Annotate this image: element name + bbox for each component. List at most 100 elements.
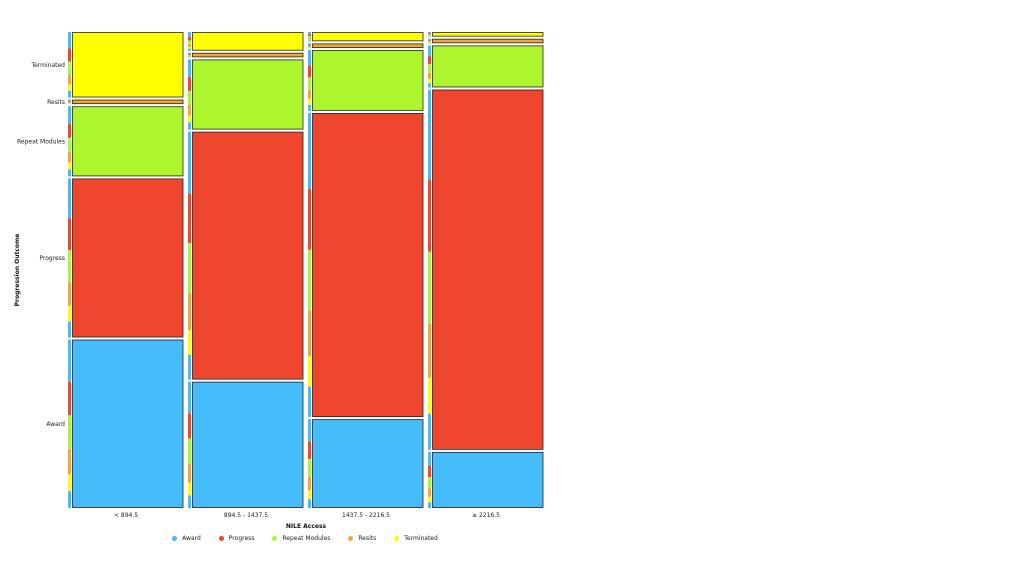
strip-repeat-modules-1-4: [188, 115, 191, 123]
legend-item-terminated[interactable]: Terminated: [394, 535, 438, 542]
strip-terminated-2-1: [308, 34, 311, 37]
tile-terminated-3: [432, 32, 544, 37]
tile-progress-3: [432, 89, 544, 450]
strip-progress-1-0: [188, 131, 191, 194]
strip-award-0-5: [68, 491, 71, 508]
tile-resits-2: [312, 43, 424, 48]
legend-label-repeat-modules: Repeat Modules: [282, 535, 331, 542]
strip-award-0-0: [68, 339, 71, 382]
strip-resits-3-2: [428, 40, 431, 42]
strip-award-0-2: [68, 415, 71, 450]
tile-award-1: [192, 381, 304, 508]
legend-swatch-resits: [348, 536, 354, 541]
strip-resits-1-1: [188, 53, 191, 55]
strip-terminated-3-3: [428, 35, 431, 36]
tile-repeat-modules-3: [432, 45, 544, 88]
y-tick-label-progress: Progress: [39, 255, 65, 262]
legend-swatch-progress: [218, 536, 224, 541]
strip-repeat-modules-1-5: [188, 122, 191, 130]
strip-terminated-1-2: [188, 40, 191, 45]
strip-repeat-modules-3-1: [428, 55, 431, 65]
strip-award-3-0: [428, 451, 431, 466]
strip-repeat-modules-3-4: [428, 79, 431, 84]
strip-repeat-modules-1-3: [188, 105, 191, 116]
strip-repeat-modules-0-4: [68, 162, 71, 170]
strip-progress-1-4: [188, 330, 191, 355]
strip-award-3-1: [428, 465, 431, 478]
strip-resits-2-3: [308, 46, 311, 48]
strip-progress-2-5: [308, 386, 311, 418]
strip-progress-0-0: [68, 178, 71, 219]
strip-resits-0-0: [68, 99, 71, 101]
strip-resits-3-3: [428, 41, 431, 43]
y-tick-label-terminated: Terminated: [30, 62, 65, 69]
legend-swatch-terminated: [394, 536, 400, 541]
strip-repeat-modules-1-0: [188, 59, 191, 77]
tile-resits-1: [192, 52, 304, 58]
tile-terminated-1: [192, 32, 304, 51]
strip-award-1-1: [188, 413, 191, 439]
strip-progress-0-4: [68, 305, 71, 322]
strip-terminated-2-2: [308, 36, 311, 39]
x-tick-label-1: 894.5 - 1437.5: [224, 512, 268, 519]
strip-terminated-2-5: [308, 40, 311, 42]
strip-award-3-5: [428, 502, 431, 508]
legend-label-progress: Progress: [228, 535, 255, 542]
tile-progress-1: [192, 131, 304, 380]
strip-progress-3-3: [428, 323, 431, 378]
strip-award-1-3: [188, 463, 191, 483]
strip-progress-2-0: [308, 112, 311, 189]
strip-repeat-modules-3-2: [428, 64, 431, 73]
strip-repeat-modules-3-3: [428, 72, 431, 80]
tile-progress-0: [72, 178, 184, 338]
strip-terminated-0-0: [68, 32, 71, 49]
strip-repeat-modules-3-0: [428, 45, 431, 56]
strip-award-0-1: [68, 381, 71, 416]
strip-award-1-0: [188, 381, 191, 414]
legend-label-terminated: Terminated: [404, 535, 438, 542]
strip-award-3-4: [428, 496, 431, 503]
strip-progress-2-1: [308, 188, 311, 250]
tile-award-0: [72, 339, 184, 508]
strip-progress-3-0: [428, 89, 431, 180]
strip-progress-3-1: [428, 179, 431, 252]
strip-repeat-modules-0-5: [68, 169, 71, 177]
strip-terminated-1-0: [188, 32, 191, 37]
strip-resits-2-1: [308, 44, 311, 46]
strip-repeat-modules-2-5: [308, 104, 311, 111]
strip-terminated-1-1: [188, 36, 191, 41]
strip-progress-1-5: [188, 354, 191, 380]
strip-terminated-1-3: [188, 44, 191, 47]
tile-resits-3: [432, 38, 544, 44]
strip-terminated-2-4: [308, 39, 311, 41]
tile-progress-2: [312, 112, 424, 417]
strip-resits-1-3: [188, 55, 191, 57]
tile-repeat-modules-0: [72, 106, 184, 177]
legend-item-repeat-modules[interactable]: Repeat Modules: [272, 535, 330, 542]
tile-award-2: [312, 419, 424, 508]
strip-award-2-4: [308, 490, 311, 500]
legend-item-resits[interactable]: Resits: [348, 535, 376, 542]
strip-award-0-3: [68, 449, 71, 475]
strip-award-2-5: [308, 499, 311, 508]
strip-progress-2-2: [308, 249, 311, 311]
strip-repeat-modules-3-5: [428, 83, 431, 88]
strip-repeat-modules-2-1: [308, 65, 311, 78]
legend: Award Progress Repeat Modules Resits Ter…: [0, 535, 610, 542]
legend-item-award[interactable]: Award: [172, 535, 201, 542]
strip-terminated-1-5: [188, 48, 191, 51]
strip-progress-3-4: [428, 377, 431, 414]
strip-repeat-modules-0-2: [68, 137, 71, 152]
strip-terminated-0-4: [68, 84, 71, 91]
legend-item-progress[interactable]: Progress: [218, 535, 255, 542]
legend-swatch-repeat-modules: [272, 536, 278, 541]
strip-progress-3-2: [428, 251, 431, 324]
strip-progress-2-4: [308, 356, 311, 387]
strip-progress-1-2: [188, 243, 191, 293]
strip-terminated-3-1: [428, 33, 431, 35]
strip-award-1-2: [188, 438, 191, 464]
strip-terminated-2-3: [308, 38, 311, 40]
strip-progress-2-3: [308, 310, 311, 357]
strip-award-0-4: [68, 474, 71, 492]
